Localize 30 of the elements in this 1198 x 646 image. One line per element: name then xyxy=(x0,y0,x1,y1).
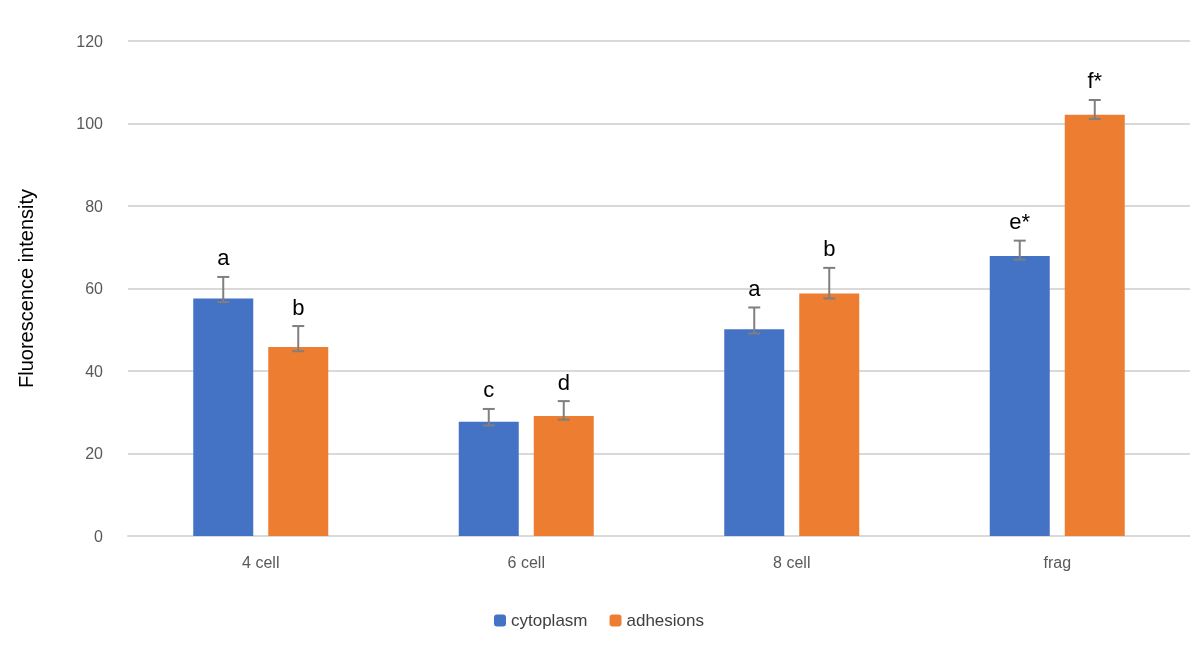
y-tick-label: 60 xyxy=(85,280,104,297)
y-axis-title: Fluorescence intensity xyxy=(15,189,37,388)
legend-label: adhesions xyxy=(626,611,705,630)
bar xyxy=(989,255,1050,536)
y-tick-label: 80 xyxy=(85,197,104,215)
data-label: d xyxy=(557,369,570,395)
data-label: e* xyxy=(1009,209,1031,235)
x-tick-label: 6 cell xyxy=(507,553,545,571)
y-tick-label: 100 xyxy=(76,115,104,132)
data-label: b xyxy=(292,294,305,320)
bar xyxy=(533,415,594,536)
x-tick-label: frag xyxy=(1043,553,1072,571)
bar xyxy=(1064,114,1125,536)
data-label: a xyxy=(748,275,762,301)
data-label: c xyxy=(483,377,495,403)
x-tick-label: 8 cell xyxy=(773,553,811,571)
data-label: f* xyxy=(1087,68,1103,94)
y-tick-label: 40 xyxy=(85,362,104,380)
bar xyxy=(724,329,785,536)
bar xyxy=(799,293,860,536)
y-tick-label: 0 xyxy=(94,527,104,545)
y-tick-label: 120 xyxy=(76,32,104,50)
y-tick-label: 20 xyxy=(85,445,104,462)
bar xyxy=(193,298,254,536)
legend-label: cytoplasm xyxy=(510,611,588,630)
x-tick-label: 4 cell xyxy=(242,553,280,571)
bar xyxy=(458,421,519,536)
bar xyxy=(268,347,329,536)
data-label: b xyxy=(823,236,836,262)
data-label: a xyxy=(217,245,231,271)
